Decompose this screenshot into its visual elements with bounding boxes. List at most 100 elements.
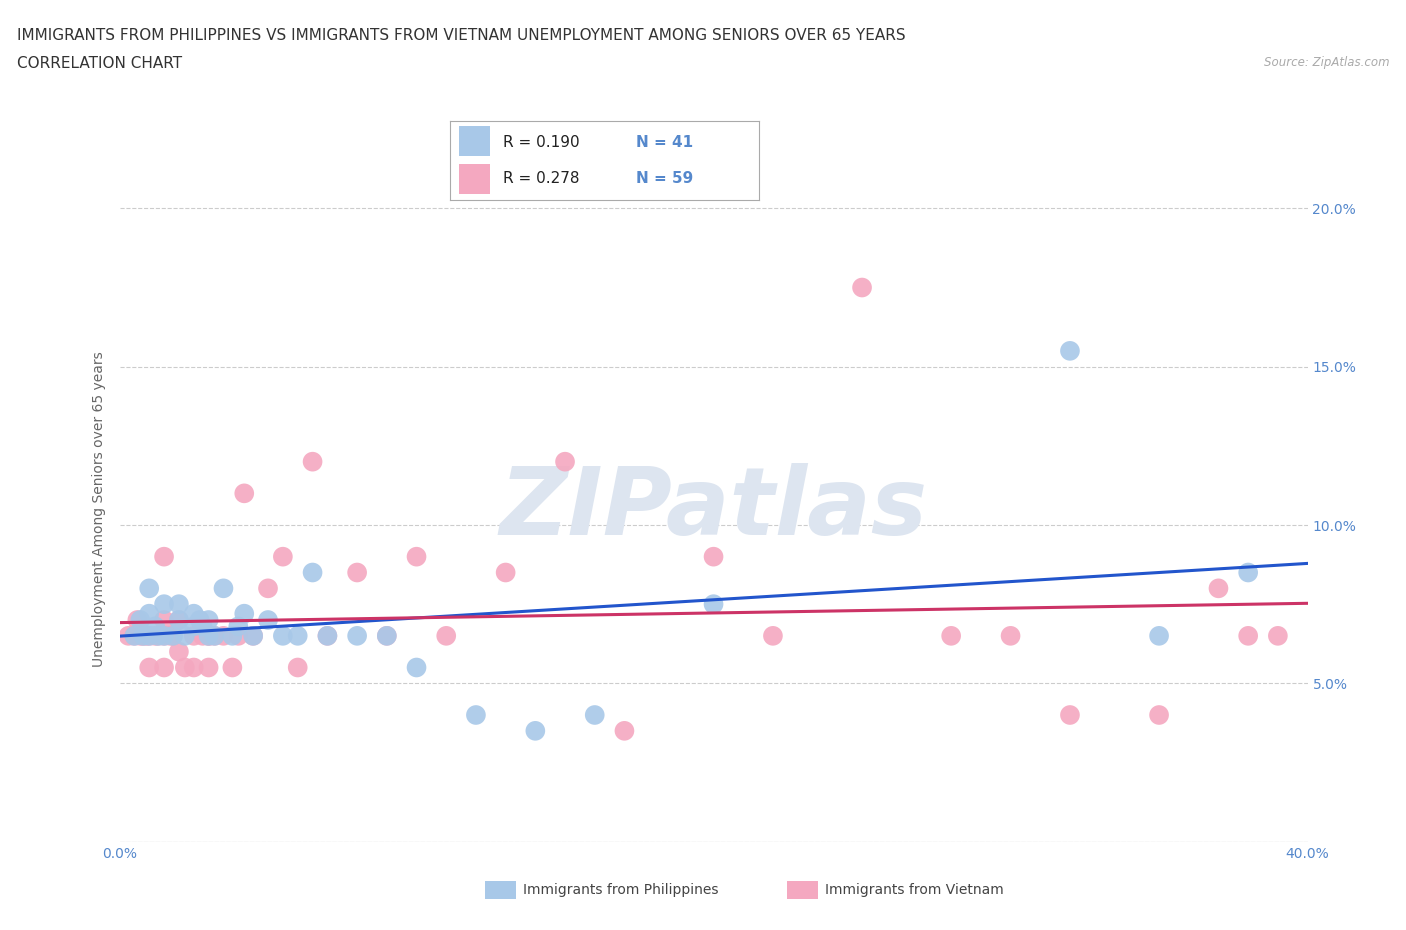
Point: [124, 629, 146, 644]
Point: [129, 629, 152, 644]
Point: [405, 660, 427, 675]
Point: [129, 613, 152, 628]
Point: [135, 629, 157, 644]
Point: [434, 629, 457, 644]
Point: [143, 629, 166, 644]
Point: [316, 629, 339, 644]
Point: [702, 597, 725, 612]
Point: [1237, 629, 1260, 644]
Text: CORRELATION CHART: CORRELATION CHART: [17, 56, 181, 71]
Point: [183, 660, 205, 675]
Bar: [460, 126, 491, 156]
Point: [153, 629, 176, 644]
Text: R = 0.278: R = 0.278: [502, 171, 579, 186]
Point: [183, 618, 205, 633]
Point: [233, 606, 256, 621]
Point: [1267, 629, 1289, 644]
Point: [143, 618, 166, 633]
Text: IMMIGRANTS FROM PHILIPPINES VS IMMIGRANTS FROM VIETNAM UNEMPLOYMENT AMONG SENIOR: IMMIGRANTS FROM PHILIPPINES VS IMMIGRANT…: [17, 28, 905, 43]
Point: [197, 629, 219, 644]
Point: [271, 550, 294, 565]
Text: N = 41: N = 41: [636, 135, 693, 150]
Point: [1059, 343, 1081, 358]
Point: [132, 629, 155, 644]
Point: [1208, 581, 1230, 596]
Point: [167, 613, 190, 628]
Point: [1147, 708, 1170, 723]
Point: [153, 629, 176, 644]
Point: [153, 660, 176, 675]
Point: [204, 629, 226, 644]
Point: [138, 660, 160, 675]
Point: [851, 280, 873, 295]
Point: [138, 581, 160, 596]
Point: [221, 660, 243, 675]
Point: [167, 613, 190, 628]
Point: [613, 724, 636, 738]
Point: [173, 629, 195, 644]
Point: [1000, 629, 1022, 644]
Point: [583, 708, 606, 723]
Point: [242, 629, 264, 644]
Point: [524, 724, 547, 738]
Text: N = 59: N = 59: [636, 171, 693, 186]
Point: [127, 613, 149, 628]
Point: [346, 565, 368, 580]
Point: [197, 613, 219, 628]
Point: [212, 581, 235, 596]
Point: [204, 629, 226, 644]
Point: [153, 550, 176, 565]
Point: [257, 581, 280, 596]
Point: [167, 597, 190, 612]
Point: [167, 644, 190, 659]
Point: [138, 629, 160, 644]
Point: [162, 629, 184, 644]
Point: [287, 660, 309, 675]
Point: [146, 629, 169, 644]
Point: [197, 629, 219, 644]
Point: [197, 629, 219, 644]
Point: [702, 550, 725, 565]
Text: R = 0.190: R = 0.190: [502, 135, 579, 150]
Point: [124, 629, 146, 644]
Point: [191, 618, 214, 633]
Point: [132, 629, 155, 644]
Point: [146, 629, 169, 644]
Text: Immigrants from Vietnam: Immigrants from Vietnam: [825, 883, 1004, 897]
Y-axis label: Unemployment Among Seniors over 65 years: Unemployment Among Seniors over 65 years: [93, 352, 107, 667]
Point: [138, 629, 160, 644]
Point: [301, 565, 323, 580]
Point: [464, 708, 486, 723]
Point: [191, 629, 214, 644]
Point: [162, 629, 184, 644]
Point: [287, 629, 309, 644]
Point: [212, 629, 235, 644]
Point: [221, 629, 243, 644]
Point: [939, 629, 962, 644]
Text: Source: ZipAtlas.com: Source: ZipAtlas.com: [1264, 56, 1389, 69]
Point: [228, 629, 250, 644]
Point: [233, 485, 256, 500]
Point: [271, 629, 294, 644]
Text: Immigrants from Philippines: Immigrants from Philippines: [523, 883, 718, 897]
Point: [762, 629, 785, 644]
Point: [1147, 629, 1170, 644]
Point: [153, 613, 176, 628]
Point: [257, 613, 280, 628]
Point: [153, 597, 176, 612]
Point: [316, 629, 339, 644]
Point: [375, 629, 398, 644]
Point: [495, 565, 517, 580]
Point: [159, 629, 181, 644]
Bar: [460, 164, 491, 193]
Point: [375, 629, 398, 644]
Point: [228, 618, 250, 633]
Point: [346, 629, 368, 644]
Point: [554, 454, 576, 469]
Point: [405, 550, 427, 565]
Point: [138, 606, 160, 621]
Point: [183, 629, 205, 644]
Point: [117, 629, 139, 644]
Point: [1237, 565, 1260, 580]
Point: [173, 660, 195, 675]
